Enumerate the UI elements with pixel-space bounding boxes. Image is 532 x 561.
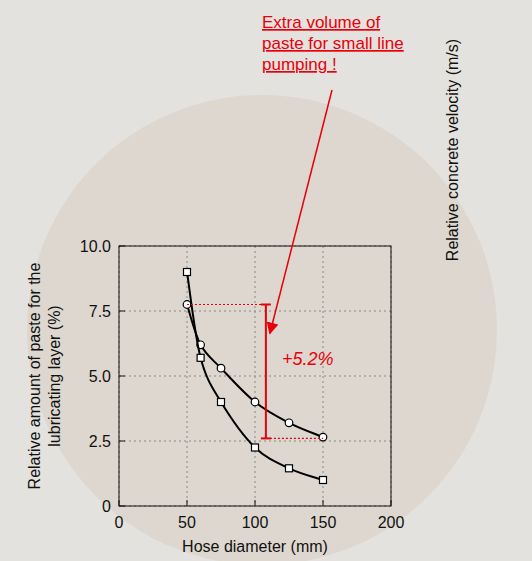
annotation-cap (261, 437, 271, 439)
x-tick-label: 50 (178, 514, 196, 531)
series-marker (252, 444, 259, 451)
note-text: Extra volume of (262, 13, 380, 32)
series-marker (319, 433, 327, 441)
y-grid-line (119, 441, 391, 442)
y-grid-line (119, 376, 391, 377)
x-tick-label: 0 (115, 514, 124, 531)
series-marker (184, 269, 191, 276)
y-tick-label: 2.5 (89, 433, 111, 450)
y-grid-line (119, 311, 391, 312)
y-tick (119, 441, 125, 442)
series-line (187, 272, 323, 480)
series-marker (218, 399, 225, 406)
x-tick (255, 500, 256, 506)
x-tick (323, 500, 324, 506)
y-tick-label: 10.0 (80, 238, 111, 255)
grid (119, 246, 391, 506)
y-tick-label: 5.0 (89, 368, 111, 385)
annotation-arrow (270, 90, 332, 333)
annotation-text: +5.2% (282, 349, 334, 369)
annotation-cap (261, 304, 271, 306)
plot-frame (119, 246, 391, 506)
x-tick-label: 100 (242, 514, 269, 531)
annotation-guide (187, 304, 266, 305)
x-tick-label: 150 (310, 514, 337, 531)
series-marker (197, 354, 204, 361)
x-grid-line (323, 246, 324, 506)
x-grid-line (187, 246, 188, 506)
series-marker (320, 477, 327, 484)
y-axis-title: Relative amount of paste for the (26, 263, 43, 490)
y-tick-label: 7.5 (89, 303, 111, 320)
y2-axis-title: Relative concrete velocity (m/s) (444, 39, 461, 261)
chart: 0 50 100 150 200 0 2.5 5.0 7.5 10.0 Hose diameter … (0, 0, 532, 561)
series-line (187, 305, 323, 438)
y-tick-label: 0 (102, 498, 111, 515)
series-marker (217, 364, 225, 372)
x-axis-title: Hose diameter (mm) (182, 538, 328, 555)
series-marker (251, 398, 259, 406)
series-marker (286, 465, 293, 472)
y-tick (119, 311, 125, 312)
annotation-guide (266, 438, 323, 439)
x-tick-label: 200 (378, 514, 405, 531)
annotation-bracket (265, 305, 267, 439)
note-text: pumping ! (262, 55, 337, 74)
y-axis-title: lubricating layer (%) (46, 305, 63, 446)
note-text: paste for small line (262, 34, 404, 53)
series-marker (285, 419, 293, 427)
x-tick (187, 500, 188, 506)
background-disc (27, 95, 497, 561)
y-tick (119, 376, 125, 377)
plot-area (183, 269, 327, 484)
